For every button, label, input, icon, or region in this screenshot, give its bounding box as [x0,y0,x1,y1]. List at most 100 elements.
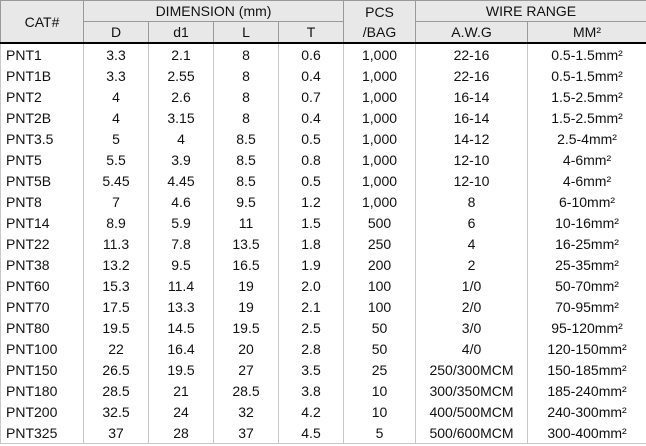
cell-l: 19 [213,296,279,317]
table-row: PNT2 4 2.6 8 0.7 1,000 16-14 1.5-2.5mm² [0,86,646,107]
cell-t: 4.5 [277,422,345,444]
cell-pcs-bag: 1,000 [343,107,417,128]
cell-d: 37 [83,422,149,444]
cell-awg: 4 [415,233,529,254]
table-row: PNT60 15.3 11.4 19 2.0 100 1/0 50-70mm² [0,275,646,296]
cell-awg: 2 [415,254,529,275]
table-row: PNT2B 4 3.15 8 0.4 1,000 16-14 1.5-2.5mm… [0,107,646,128]
cell-awg: 22-16 [415,65,529,86]
pcs-label-line1: PCS [365,3,394,20]
cell-l: 37 [213,422,279,444]
cell-t: 2.8 [277,338,345,359]
table-row: PNT180 28.5 21 28.5 3.8 10 300/350MCM 18… [0,380,646,401]
cell-mm2: 1.5-2.5mm² [527,86,646,107]
cell-d: 3.3 [83,65,149,86]
cell-d1: 21 [148,380,214,401]
cell-pcs-bag: 200 [343,254,417,275]
header-row-groups: CAT# DIMENSION (mm) PCS /BAG WIRE RANGE [0,0,646,44]
cell-awg: 3/0 [415,317,529,338]
cell-d1: 4.6 [148,191,214,212]
cell-l: 8 [213,42,279,65]
cell-cat: PNT2 [0,86,84,107]
cell-awg: 12-10 [415,149,529,170]
col-header-d: D [83,21,149,44]
cell-t: 0.8 [277,149,345,170]
cell-awg: 12-10 [415,170,529,191]
cell-cat: PNT150 [0,359,84,380]
cell-d1: 14.5 [148,317,214,338]
cell-d1: 19.5 [148,359,214,380]
col-header-d1: d1 [148,21,214,44]
table-row: PNT100 22 16.4 20 2.8 50 4/0 120-150mm² [0,338,646,359]
cell-cat: PNT2B [0,107,84,128]
cell-d1: 11.4 [148,275,214,296]
header-row-subcolumns: D d1 L T A.W.G MM² [1,21,646,44]
table-row: PNT5B 5.45 4.45 8.5 0.5 1,000 12-10 4-6m… [0,170,646,191]
cell-cat: PNT5 [0,149,84,170]
cell-mm2: 240-300mm² [527,401,646,422]
cell-l: 8 [213,107,279,128]
cell-awg: 500/600MCM [415,422,529,444]
cell-d: 7 [83,191,149,212]
cell-d1: 3.15 [148,107,214,128]
cell-mm2: 1.5-2.5mm² [527,107,646,128]
cell-pcs-bag: 250 [343,233,417,254]
table-row: PNT1 3.3 2.1 8 0.6 1,000 22-16 0.5-1.5mm… [0,42,646,65]
table-row: PNT325 37 28 37 4.5 5 500/600MCM 300-400… [0,422,646,444]
cell-pcs-bag: 1,000 [343,191,417,212]
pcs-label-line2: /BAG [362,23,397,40]
cell-d1: 4 [148,128,214,149]
cell-mm2: 70-95mm² [527,296,646,317]
cell-d1: 4.45 [148,170,214,191]
cell-l: 28.5 [213,380,279,401]
cell-t: 4.2 [277,401,345,422]
cell-pcs-bag: 50 [343,317,417,338]
cell-pcs-bag: 100 [343,296,417,317]
table-row: PNT70 17.5 13.3 19 2.1 100 2/0 70-95mm² [0,296,646,317]
cell-t: 3.5 [277,359,345,380]
cell-awg: 16-14 [415,107,529,128]
cell-d: 4 [83,86,149,107]
cell-pcs-bag: 100 [343,275,417,296]
cell-pcs-bag: 1,000 [343,149,417,170]
cell-t: 3.8 [277,380,345,401]
cell-cat: PNT70 [0,296,84,317]
cell-mm2: 2.5-4mm² [527,128,646,149]
cell-d: 13.2 [83,254,149,275]
cell-pcs-bag: 10 [343,380,417,401]
table-row: PNT8 7 4.6 9.5 1.2 1,000 8 6-10mm² [0,191,646,212]
cell-awg: 400/500MCM [415,401,529,422]
cell-d: 28.5 [83,380,149,401]
cell-mm2: 16-25mm² [527,233,646,254]
cell-t: 0.4 [277,65,345,86]
table-body: PNT1 3.3 2.1 8 0.6 1,000 22-16 0.5-1.5mm… [0,42,646,444]
cell-d: 5 [83,128,149,149]
cell-d: 32.5 [83,401,149,422]
cell-d: 8.9 [83,212,149,233]
cell-mm2: 300-400mm² [527,422,646,444]
cell-cat: PNT180 [0,380,84,401]
cell-t: 1.2 [277,191,345,212]
col-header-pcs-bag: PCS /BAG [343,0,417,44]
cell-cat: PNT5B [0,170,84,191]
cell-awg: 6 [415,212,529,233]
cell-pcs-bag: 25 [343,359,417,380]
cell-d: 26.5 [83,359,149,380]
cell-d1: 2.1 [148,42,214,65]
cell-d1: 7.8 [148,233,214,254]
col-header-l: L [213,21,279,44]
cell-mm2: 150-185mm² [527,359,646,380]
cell-t: 0.7 [277,86,345,107]
cell-l: 27 [213,359,279,380]
cell-mm2: 50-70mm² [527,275,646,296]
cell-l: 19.5 [213,317,279,338]
cell-mm2: 6-10mm² [527,191,646,212]
table-row: PNT22 11.3 7.8 13.5 1.8 250 4 16-25mm² [0,233,646,254]
cell-d1: 28 [148,422,214,444]
cell-d: 5.45 [83,170,149,191]
cell-cat: PNT80 [0,317,84,338]
cell-t: 1.9 [277,254,345,275]
col-header-cat: CAT# [0,0,84,44]
cell-mm2: 4-6mm² [527,149,646,170]
